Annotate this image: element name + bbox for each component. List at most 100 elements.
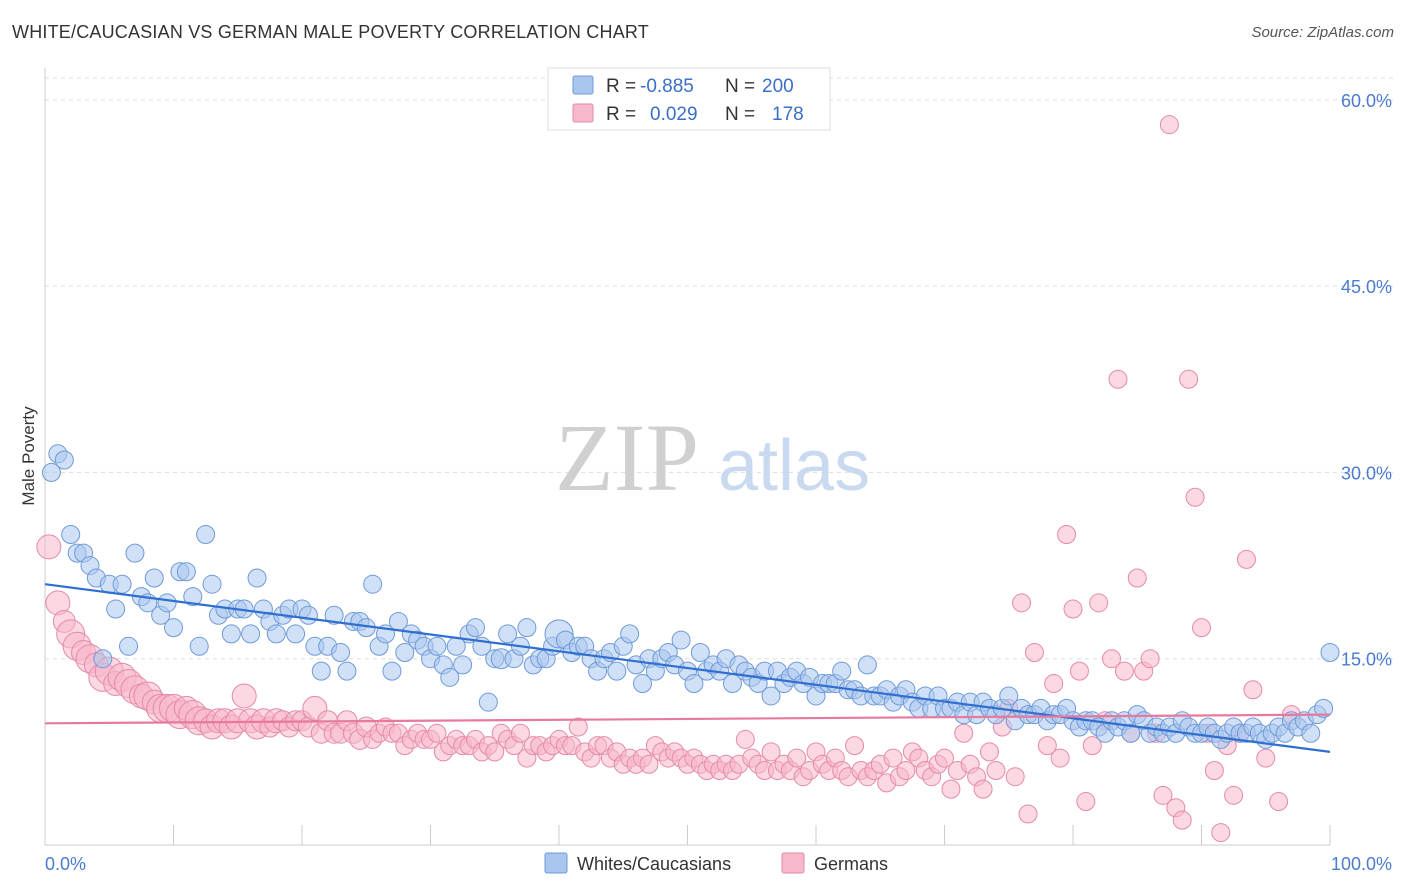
legend-r-label-whites: R = xyxy=(606,76,636,97)
point-whites-22 xyxy=(183,587,203,607)
point-germans-93 xyxy=(639,754,659,774)
point-whites-60 xyxy=(427,636,447,656)
point-germans-185 xyxy=(1236,549,1256,569)
point-whites-44 xyxy=(324,605,344,625)
x-tick-label-max: 100.0% xyxy=(1331,854,1392,874)
legend-n-label-whites: N = xyxy=(725,76,755,97)
point-germans-154 xyxy=(1037,736,1057,756)
y-tick-label-3: 60.0% xyxy=(1341,91,1392,111)
point-whites-98 xyxy=(671,630,691,650)
point-germans-139 xyxy=(935,748,954,768)
legend-r-value-whites: -0.885 xyxy=(640,76,694,97)
bottom-legend-swatch-whites xyxy=(544,852,568,874)
point-germans-151 xyxy=(1012,593,1032,613)
point-whites-68 xyxy=(478,692,498,712)
point-whites-112 xyxy=(761,686,781,706)
point-whites-45 xyxy=(331,643,351,662)
point-whites-71 xyxy=(498,624,518,644)
bottom-legend: Whites/Caucasians Germans xyxy=(544,852,888,874)
point-germans-116 xyxy=(787,748,807,768)
point-germans-164 xyxy=(1102,649,1122,669)
legend-n-value-whites: 200 xyxy=(762,76,794,97)
point-whites-168 xyxy=(1121,723,1141,743)
point-germans-145 xyxy=(973,779,993,799)
point-whites-196 xyxy=(1301,723,1321,743)
point-germans-166 xyxy=(1114,661,1134,681)
legend-n-value-germans: 178 xyxy=(772,104,804,125)
point-germans-73 xyxy=(510,723,530,743)
watermark: ZIP atlas xyxy=(555,404,870,511)
point-whites-88 xyxy=(607,661,627,681)
bottom-legend-label-whites: Whites/Caucasians xyxy=(577,854,731,874)
chart-title: WHITE/CAUCASIAN VS GERMAN MALE POVERTY C… xyxy=(12,22,649,42)
point-germans-155 xyxy=(1044,674,1064,694)
point-whites-25 xyxy=(202,574,222,594)
point-whites-13 xyxy=(125,543,145,563)
point-germans-177 xyxy=(1185,487,1205,507)
point-germans-188 xyxy=(1269,792,1289,812)
point-whites-12 xyxy=(119,636,139,656)
x-tick-label-min: 0.0% xyxy=(45,854,86,874)
point-germans-160 xyxy=(1076,792,1096,812)
point-whites-53 xyxy=(382,661,402,681)
point-germans-147 xyxy=(986,760,1006,780)
point-germans-181 xyxy=(1211,823,1231,843)
legend-r-label-germans: R = xyxy=(606,104,636,125)
point-germans-173 xyxy=(1159,115,1179,135)
point-whites-16 xyxy=(144,568,164,588)
watermark-zip: ZIP xyxy=(555,404,699,511)
source-credit: Source: ZipAtlas.com xyxy=(1251,24,1394,41)
point-whites-0 xyxy=(41,462,61,482)
point-germans-156 xyxy=(1050,748,1070,768)
point-germans-175 xyxy=(1172,810,1192,830)
point-whites-149 xyxy=(999,686,1019,706)
point-whites-50 xyxy=(363,574,383,594)
point-whites-2 xyxy=(54,450,74,470)
gridlines xyxy=(45,77,1395,660)
legend-swatch-germans xyxy=(572,103,594,123)
point-whites-46 xyxy=(337,661,357,681)
y-tick-label-2: 45.0% xyxy=(1341,277,1392,297)
y-tick-label-1: 30.0% xyxy=(1341,463,1392,483)
point-whites-23 xyxy=(189,636,209,656)
point-germans-170 xyxy=(1140,649,1160,669)
x-ticks xyxy=(44,825,1331,845)
point-whites-3 xyxy=(61,525,81,545)
point-germans-186 xyxy=(1243,680,1263,700)
point-germans-0 xyxy=(36,534,62,560)
point-whites-199 xyxy=(1320,643,1340,662)
trendline-germans xyxy=(44,713,1331,725)
legend-n-label-germans: N = xyxy=(725,104,755,125)
point-whites-21 xyxy=(176,562,196,582)
point-germans-168 xyxy=(1127,568,1147,588)
point-whites-24 xyxy=(196,525,216,545)
point-germans-180 xyxy=(1204,760,1224,780)
legend-swatch-whites xyxy=(572,75,594,95)
point-whites-66 xyxy=(465,618,485,638)
point-whites-8 xyxy=(93,649,113,669)
point-whites-35 xyxy=(266,624,286,644)
legend-frame xyxy=(547,67,831,131)
trendline-whites xyxy=(44,583,1331,753)
watermark-atlas: atlas xyxy=(718,426,870,506)
series-whites xyxy=(41,444,1340,749)
point-germans-140 xyxy=(941,779,961,799)
point-germans-158 xyxy=(1063,599,1083,619)
point-whites-19 xyxy=(164,618,183,638)
point-whites-10 xyxy=(106,599,126,619)
legend-box: R = -0.885 N = 200 R = 0.029 N = 178 xyxy=(547,67,831,131)
point-whites-18 xyxy=(157,593,177,613)
point-whites-74 xyxy=(517,618,537,638)
point-whites-123 xyxy=(832,661,852,681)
bottom-legend-swatch-germans xyxy=(781,852,805,874)
point-germans-131 xyxy=(883,748,903,768)
point-whites-64 xyxy=(453,655,473,675)
point-whites-62 xyxy=(440,667,460,687)
point-germans-172 xyxy=(1153,785,1173,805)
point-whites-32 xyxy=(247,568,267,588)
point-germans-153 xyxy=(1024,643,1044,662)
point-germans-112 xyxy=(761,742,781,762)
point-germans-82 xyxy=(568,717,588,737)
trendlines xyxy=(44,583,1331,753)
point-whites-101 xyxy=(690,643,710,662)
